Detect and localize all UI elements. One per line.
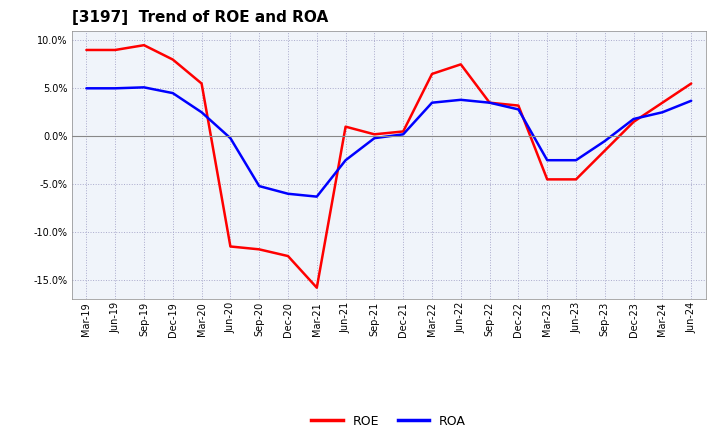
Legend: ROE, ROA: ROE, ROA	[307, 410, 471, 433]
Text: [3197]  Trend of ROE and ROA: [3197] Trend of ROE and ROA	[72, 11, 328, 26]
